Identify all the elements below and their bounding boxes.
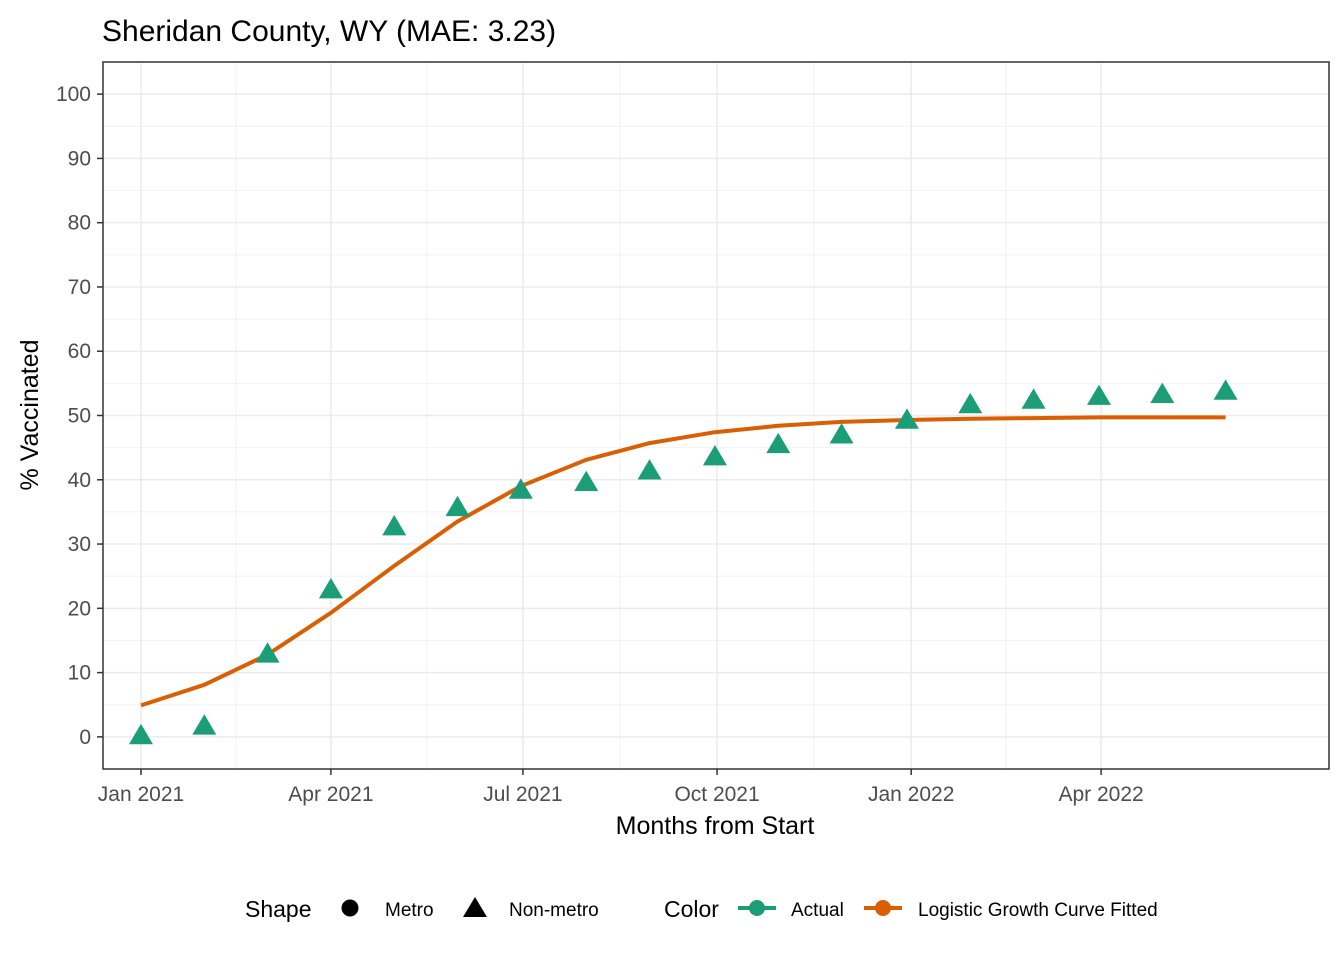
y-tick-label: 40 bbox=[68, 469, 91, 492]
actual-data-point bbox=[637, 459, 662, 480]
actual-data-point bbox=[445, 495, 470, 517]
grid-lines bbox=[103, 62, 1329, 769]
y-axis: 0 10 20 30 40 50 60 70 80 90 100 bbox=[56, 83, 103, 749]
legend: Shape Metro Non-metro Color Actual Logis… bbox=[245, 896, 1158, 922]
y-tick-label: 50 bbox=[68, 405, 91, 428]
chart-title: Sheridan County, WY (MAE: 3.23) bbox=[102, 15, 556, 48]
legend-actual-label: Actual bbox=[791, 900, 844, 921]
y-tick-label: 60 bbox=[68, 340, 91, 363]
fitted-curve-layer bbox=[140, 415, 1226, 708]
actual-data-point bbox=[1021, 388, 1046, 409]
legend-non-metro-label: Non-metro bbox=[509, 900, 599, 921]
actual-points-layer bbox=[128, 379, 1238, 745]
legend-metro-circle-icon bbox=[341, 899, 359, 917]
x-axis-title: Months from Start bbox=[616, 812, 815, 840]
actual-data-point bbox=[318, 578, 343, 599]
actual-data-point bbox=[574, 470, 599, 492]
actual-data-point bbox=[128, 723, 153, 745]
y-tick-label: 20 bbox=[68, 597, 91, 620]
x-tick-label: Jan 2021 bbox=[98, 783, 184, 806]
x-tick-label: Oct 2021 bbox=[674, 783, 759, 806]
y-tick-label: 0 bbox=[79, 726, 91, 749]
y-tick-label: 80 bbox=[68, 212, 91, 235]
legend-fitted-label: Logistic Growth Curve Fitted bbox=[918, 900, 1158, 921]
y-axis-title: % Vaccinated bbox=[16, 339, 44, 490]
actual-data-point bbox=[508, 478, 533, 499]
legend-color-title: Color bbox=[664, 896, 719, 922]
x-tick-label: Jan 2022 bbox=[868, 783, 954, 806]
y-tick-label: 90 bbox=[68, 147, 91, 170]
y-tick-label: 10 bbox=[68, 662, 91, 685]
actual-data-point bbox=[255, 642, 280, 663]
actual-data-point bbox=[766, 432, 791, 454]
legend-non-metro-triangle-icon bbox=[463, 897, 487, 917]
actual-data-point bbox=[1150, 382, 1175, 403]
actual-data-point bbox=[829, 423, 854, 444]
legend-shape-title: Shape bbox=[245, 896, 312, 922]
legend-fitted-dot-icon bbox=[875, 900, 891, 916]
actual-data-point bbox=[382, 515, 407, 536]
actual-data-point bbox=[958, 392, 983, 414]
actual-data-point bbox=[702, 444, 727, 466]
y-tick-label: 70 bbox=[68, 276, 91, 299]
actual-data-point bbox=[192, 714, 217, 735]
x-axis: Jan 2021 Apr 2021 Jul 2021 Oct 2021 Jan 2022… bbox=[98, 769, 1144, 806]
actual-data-point bbox=[1086, 384, 1111, 405]
x-tick-label: Apr 2022 bbox=[1058, 783, 1143, 806]
legend-metro-label: Metro bbox=[385, 900, 434, 921]
actual-data-point bbox=[894, 408, 919, 429]
y-tick-label: 100 bbox=[56, 83, 91, 106]
x-tick-label: Jul 2021 bbox=[483, 783, 562, 806]
y-tick-label: 30 bbox=[68, 533, 91, 556]
actual-data-point bbox=[1213, 379, 1238, 400]
legend-actual-dot-icon bbox=[749, 900, 765, 916]
x-tick-label: Apr 2021 bbox=[288, 783, 373, 806]
fitted-curve-line bbox=[140, 415, 1226, 708]
